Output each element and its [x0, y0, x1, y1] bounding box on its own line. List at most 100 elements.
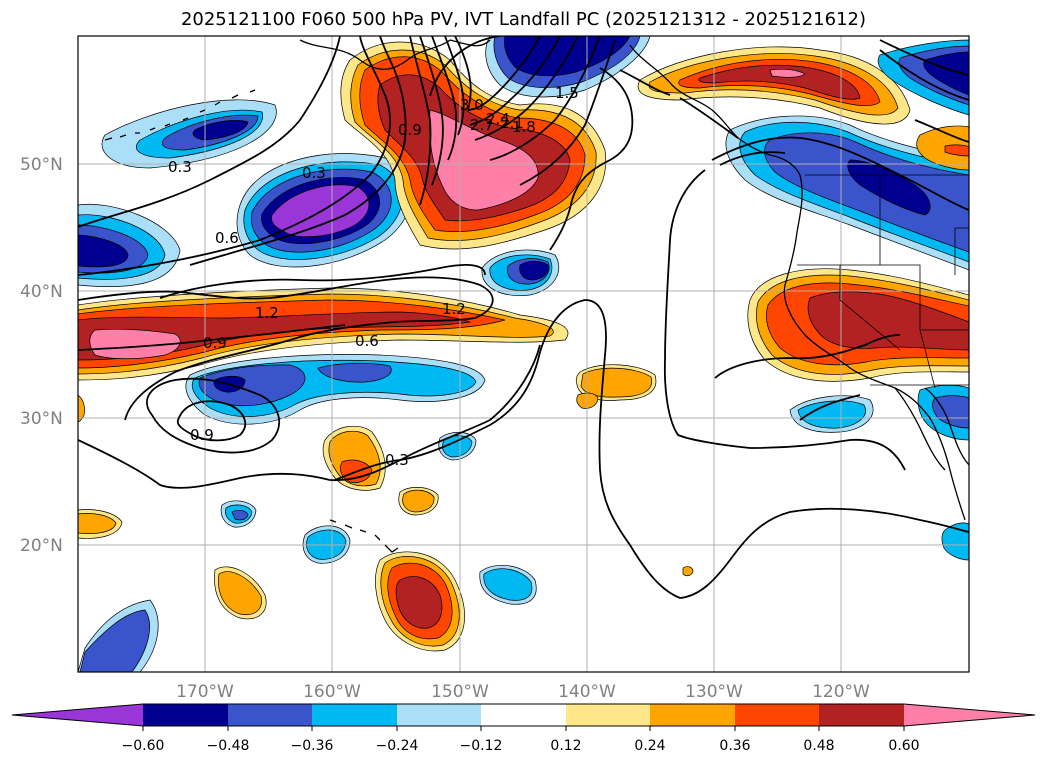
contour-label: 2.7 — [470, 116, 494, 134]
lat-label: 50°N — [20, 155, 63, 175]
contour-line — [419, 36, 444, 186]
negative-anomaly-blob — [483, 568, 533, 601]
contour-line — [914, 119, 969, 143]
contour-line — [799, 394, 861, 421]
contour-line — [879, 49, 969, 101]
lon-label: 150°W — [431, 682, 489, 702]
colorbar-segment — [143, 704, 228, 726]
contour-label: 0.3 — [302, 164, 326, 182]
map-plot-area: 3.0 2.7 2.4 2.1 1.8 1.5 0.9 0.3 0.6 1.2 … — [78, 36, 969, 672]
contour-line — [146, 377, 281, 454]
coastlines — [104, 39, 969, 553]
contour-label: 0.6 — [215, 229, 239, 247]
colorbar-segment — [566, 704, 650, 726]
contour-labels: 3.0 2.7 2.4 2.1 1.8 1.5 0.9 0.3 0.6 1.2 … — [168, 84, 579, 469]
contour-label: 1.2 — [255, 304, 279, 322]
colorbar: −0.60 −0.48 −0.36 −0.24 −0.12 0.12 0.24 … — [11, 703, 1036, 754]
lon-label: 120°W — [812, 682, 870, 702]
contour-line — [679, 97, 739, 139]
contour-label: 1.8 — [512, 118, 536, 136]
coastline-bc — [629, 44, 801, 176]
colorbar-segment — [312, 704, 397, 726]
contour-line — [189, 36, 407, 266]
contour-label: 0.3 — [168, 158, 192, 176]
positive-anomaly-blob — [944, 144, 969, 157]
contour-line — [519, 39, 616, 186]
contour-line — [78, 36, 391, 276]
contour-label: 0.9 — [203, 334, 227, 352]
gridlines — [78, 36, 969, 672]
colorbar-tick-label: 0.12 — [550, 738, 581, 754]
positive-anomaly-blob — [78, 394, 85, 423]
positive-anomaly-blob — [807, 291, 969, 351]
colorbar-segment — [12, 704, 143, 726]
negative-anomaly-blob — [764, 132, 969, 253]
colorbar-segment — [904, 704, 1035, 726]
contour-line — [78, 344, 541, 489]
colorbar-segment — [650, 704, 735, 726]
contour-line — [469, 36, 561, 126]
colorbar-segment — [735, 704, 819, 726]
negative-anomaly-blob — [932, 395, 969, 429]
state-borders — [797, 174, 969, 389]
coastline-aleutians — [104, 89, 256, 141]
contour-line — [467, 36, 541, 111]
positive-anomaly-blob — [395, 576, 443, 629]
lon-label: 170°W — [176, 682, 234, 702]
colorbar-segment — [397, 704, 481, 726]
coastline-gulf — [449, 39, 491, 47]
negative-anomaly-blob — [78, 234, 129, 268]
negative-anomaly-blob — [941, 522, 969, 561]
colorbar-tick-label: −0.12 — [460, 738, 503, 754]
negative-anomaly-blob — [923, 51, 969, 96]
coastline-alaska — [299, 39, 451, 70]
lon-label: 130°W — [685, 682, 743, 702]
contour-line — [663, 169, 906, 471]
lon-label: 140°W — [558, 682, 616, 702]
contour-line — [409, 36, 432, 206]
latitude-labels: 20°N 30°N 40°N 50°N — [20, 155, 63, 556]
colorbar-tick-label: −0.24 — [376, 738, 419, 754]
lat-label: 30°N — [20, 409, 63, 429]
colorbar-tick-label: −0.60 — [122, 738, 165, 754]
positive-anomaly-blob — [429, 109, 539, 211]
map-frame — [77, 35, 970, 673]
pv-contours — [78, 36, 969, 599]
positive-anomaly-blob — [218, 571, 262, 616]
coastline-hawaii — [329, 519, 399, 553]
colorbar-tick-label: 0.48 — [803, 738, 834, 754]
colorbar-tick-label: 0.24 — [634, 738, 665, 754]
contour-line — [334, 299, 969, 599]
contour-line — [714, 334, 901, 379]
contour-line — [879, 39, 969, 76]
positive-anomaly-blob — [402, 489, 435, 513]
colorbar-segment — [481, 704, 566, 726]
contour-label: 3.0 — [460, 96, 484, 114]
positive-anomaly-blob — [769, 68, 806, 78]
contour-line — [176, 400, 247, 442]
negative-anomaly-blob — [317, 362, 392, 383]
positive-anomaly-blob — [89, 328, 181, 360]
contour-line — [444, 36, 465, 136]
colorbar-tick-label: 0.36 — [719, 738, 750, 754]
contour-label: 2.1 — [500, 114, 524, 132]
contour-line — [549, 67, 634, 251]
figure-title: 2025121100 F060 500 hPa PV, IVT Landfall… — [180, 9, 867, 30]
positive-anomaly-blob — [78, 513, 117, 534]
colorbar-tick-label: 0.60 — [888, 738, 919, 754]
contour-label: 1.5 — [555, 84, 579, 102]
contour-line — [429, 36, 501, 97]
contour-line — [619, 69, 671, 96]
negative-anomaly-blob — [198, 364, 306, 407]
colorbar-segment — [228, 704, 312, 726]
colorbar-segment — [819, 704, 904, 726]
coastline-mexico — [924, 387, 969, 466]
contour-label: 0.9 — [190, 426, 214, 444]
positive-anomaly-blob — [580, 367, 653, 398]
colorbar-tick-label: −0.36 — [291, 738, 334, 754]
negative-anomaly-blob — [79, 609, 150, 672]
contour-line — [711, 136, 969, 211]
coastline-baja — [894, 387, 946, 471]
contour-line — [719, 151, 786, 166]
colorbar-tick-label: −0.48 — [207, 738, 250, 754]
